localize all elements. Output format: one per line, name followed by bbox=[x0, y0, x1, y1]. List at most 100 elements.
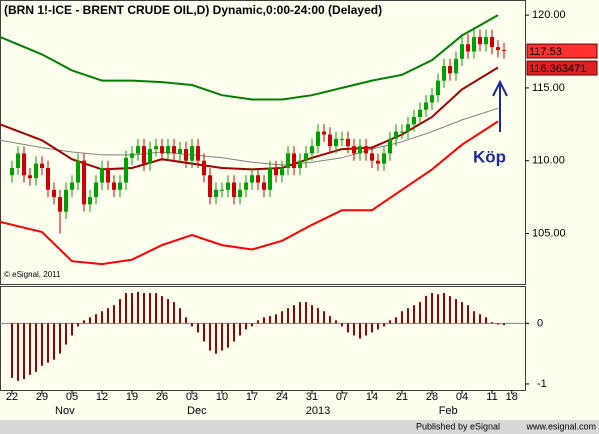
x-tick-label: 18 bbox=[506, 391, 518, 403]
candle-body bbox=[154, 146, 158, 150]
candle-body bbox=[478, 36, 482, 45]
x-tick-label: 26 bbox=[156, 391, 168, 403]
candle-body bbox=[226, 182, 230, 190]
candle-body bbox=[418, 109, 422, 118]
bar bbox=[251, 323, 253, 327]
bar bbox=[257, 320, 259, 324]
x-tick-label: 11 bbox=[486, 391, 497, 403]
candle-body bbox=[232, 182, 236, 198]
x-tick-label: 21 bbox=[396, 391, 408, 403]
bar bbox=[83, 320, 85, 324]
candle-body bbox=[238, 189, 242, 198]
bar bbox=[443, 293, 445, 324]
x-tick-label: 28 bbox=[426, 391, 438, 403]
candle-body bbox=[244, 182, 248, 190]
candle-body bbox=[274, 167, 278, 176]
overlay-line bbox=[0, 120, 499, 266]
candle-body bbox=[340, 138, 344, 140]
overlay-line bbox=[0, 14, 499, 101]
oscillator-panel-frame bbox=[0, 286, 526, 391]
bar bbox=[11, 323, 13, 378]
bar bbox=[449, 296, 451, 324]
candle-body bbox=[460, 44, 464, 59]
bar bbox=[353, 323, 355, 336]
bar bbox=[185, 317, 187, 324]
candle-body bbox=[424, 102, 428, 110]
month-label: Dec bbox=[187, 405, 207, 417]
candle-body bbox=[484, 36, 488, 45]
candle-body bbox=[262, 182, 266, 190]
bar bbox=[293, 305, 295, 324]
candle-body bbox=[496, 47, 500, 51]
candle-body bbox=[130, 153, 134, 158]
bar bbox=[419, 302, 421, 324]
bar bbox=[425, 296, 427, 324]
candle-body bbox=[298, 160, 302, 168]
bar bbox=[101, 311, 103, 324]
bar bbox=[149, 293, 151, 324]
bar bbox=[389, 320, 391, 324]
bar bbox=[113, 305, 115, 324]
bar bbox=[131, 293, 133, 324]
candle-body bbox=[412, 117, 416, 125]
bar bbox=[407, 308, 409, 324]
candle-body bbox=[22, 153, 26, 176]
chart-title: (BRN 1!-ICE - BRENT CRUDE OIL,D) Dynamic… bbox=[4, 3, 382, 17]
price-marker-label: 117.53 bbox=[529, 46, 562, 58]
bar bbox=[383, 323, 385, 327]
bar bbox=[287, 308, 289, 324]
candle-body bbox=[160, 146, 164, 154]
bar bbox=[431, 293, 433, 324]
bar bbox=[269, 316, 271, 324]
bar bbox=[371, 323, 373, 333]
bar bbox=[437, 294, 439, 324]
x-tick-label: 29 bbox=[36, 391, 48, 403]
candle-body bbox=[358, 146, 362, 154]
bar bbox=[497, 323, 499, 325]
candle-body bbox=[166, 146, 170, 154]
bar bbox=[35, 323, 37, 372]
annotation: Köp bbox=[473, 147, 506, 166]
bar bbox=[233, 323, 235, 342]
bar bbox=[401, 311, 403, 324]
bar bbox=[29, 323, 31, 375]
bar bbox=[455, 299, 457, 324]
candle-body bbox=[250, 175, 254, 183]
bar bbox=[365, 323, 367, 336]
bar bbox=[179, 308, 181, 324]
bar bbox=[53, 323, 55, 360]
price-marker bbox=[526, 60, 598, 76]
footer-site[interactable]: www.esignal.com bbox=[525, 421, 596, 431]
x-tick-label: 24 bbox=[276, 391, 288, 403]
bar bbox=[245, 323, 247, 330]
month-label: Nov bbox=[55, 405, 75, 417]
candle-body bbox=[100, 167, 104, 183]
bar bbox=[503, 323, 505, 326]
candle-body bbox=[310, 146, 314, 154]
candle-body bbox=[214, 189, 218, 198]
bar bbox=[143, 293, 145, 324]
background bbox=[0, 0, 599, 420]
price-panel-frame bbox=[0, 0, 526, 285]
month-label: Feb bbox=[439, 405, 458, 417]
bar bbox=[209, 323, 211, 351]
bar bbox=[329, 316, 331, 324]
candle-body bbox=[502, 50, 506, 52]
candle-body bbox=[394, 131, 398, 139]
candle-body bbox=[304, 153, 308, 161]
candle-body bbox=[112, 182, 116, 190]
candle-body bbox=[370, 153, 374, 161]
bar bbox=[413, 305, 415, 324]
x-tick-label: 17 bbox=[246, 391, 258, 403]
candle-body bbox=[448, 66, 452, 74]
bar bbox=[155, 293, 157, 324]
annotation-arrowhead bbox=[492, 79, 508, 97]
footer-publisher: Published by eSignal bbox=[416, 421, 500, 431]
bar bbox=[89, 317, 91, 324]
overlay-line bbox=[0, 107, 499, 166]
candle-body bbox=[40, 163, 44, 168]
candle-body bbox=[286, 153, 290, 168]
price-marker bbox=[526, 43, 598, 59]
candle-body bbox=[196, 146, 200, 161]
candle-body bbox=[118, 182, 122, 190]
